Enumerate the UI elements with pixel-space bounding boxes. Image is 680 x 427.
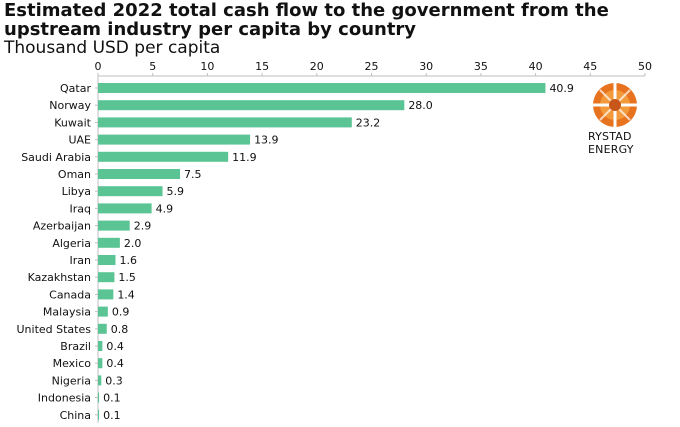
category-label: Oman — [58, 168, 91, 181]
x-tick-label: 10 — [200, 60, 214, 73]
category-label: Qatar — [60, 82, 91, 95]
x-tick-label: 50 — [638, 60, 652, 73]
value-label: 0.1 — [103, 409, 121, 422]
bar — [98, 358, 103, 369]
value-label: 1.4 — [117, 288, 135, 301]
x-tick-label: 30 — [419, 60, 433, 73]
value-label: 0.4 — [106, 357, 124, 370]
bar — [98, 323, 107, 334]
bar — [98, 237, 120, 248]
category-label: Indonesia — [38, 392, 91, 405]
value-label: 40.9 — [549, 82, 574, 95]
x-tick-label: 25 — [365, 60, 379, 73]
bar — [98, 409, 100, 420]
value-label: 13.9 — [254, 134, 278, 147]
bar — [98, 306, 108, 317]
bar — [98, 83, 546, 93]
x-tick-label: 45 — [583, 60, 597, 73]
category-label: Nigeria — [52, 374, 91, 387]
category-label: China — [60, 409, 91, 422]
category-label: Saudi Arabia — [21, 151, 91, 164]
x-tick-label: 0 — [95, 60, 102, 73]
bar — [98, 341, 103, 351]
category-label: Canada — [49, 288, 91, 301]
value-label: 0.4 — [106, 340, 124, 353]
bar — [98, 186, 163, 197]
bar — [98, 289, 114, 300]
x-tick-label: 35 — [474, 60, 488, 73]
bar — [98, 169, 181, 179]
category-label: Iran — [70, 254, 92, 267]
bar — [98, 203, 152, 214]
value-label: 2.9 — [134, 220, 152, 233]
category-label: United States — [17, 323, 92, 336]
category-label: Algeria — [52, 237, 91, 250]
bar — [98, 392, 100, 403]
bar — [98, 100, 405, 111]
category-label: Norway — [49, 99, 91, 112]
value-label: 4.9 — [156, 202, 174, 215]
value-label: 1.6 — [120, 254, 138, 267]
value-label: 23.2 — [356, 116, 381, 129]
chart-subtitle: Thousand USD per capita — [4, 38, 221, 58]
category-label: Libya — [62, 185, 91, 198]
bar — [98, 272, 115, 283]
value-label: 0.1 — [103, 392, 121, 405]
category-label: Iraq — [70, 202, 92, 215]
bar — [98, 220, 130, 231]
category-label: Kazakhstan — [28, 271, 91, 284]
category-label: Azerbaijan — [33, 220, 91, 233]
x-tick-label: 5 — [149, 60, 156, 73]
category-label: Mexico — [53, 357, 92, 370]
category-label: Malaysia — [43, 306, 91, 319]
value-label: 1.5 — [118, 271, 136, 284]
x-tick-label: 15 — [255, 60, 269, 73]
chart-title: Estimated 2022 total cash flow to the go… — [4, 0, 609, 40]
value-label: 0.3 — [105, 374, 123, 387]
value-label: 11.9 — [232, 151, 257, 164]
category-label: Brazil — [60, 340, 91, 353]
bar — [98, 375, 102, 386]
bar — [98, 255, 116, 265]
logo-text: RYSTAD ENERGY — [588, 130, 634, 156]
value-label: 0.9 — [112, 306, 130, 319]
category-label: UAE — [68, 134, 91, 147]
bar — [98, 151, 229, 162]
x-tick-label: 20 — [310, 60, 324, 73]
bar — [98, 134, 251, 145]
x-tick-label: 40 — [529, 60, 543, 73]
value-label: 7.5 — [184, 168, 202, 181]
value-label: 2.0 — [124, 237, 142, 250]
value-label: 28.0 — [408, 99, 433, 112]
category-label: Kuwait — [54, 116, 91, 129]
bar — [98, 117, 352, 128]
rystad-energy-logo — [590, 80, 680, 134]
logo-icon — [593, 83, 637, 127]
value-label: 0.8 — [111, 323, 129, 336]
value-label: 5.9 — [167, 185, 185, 198]
